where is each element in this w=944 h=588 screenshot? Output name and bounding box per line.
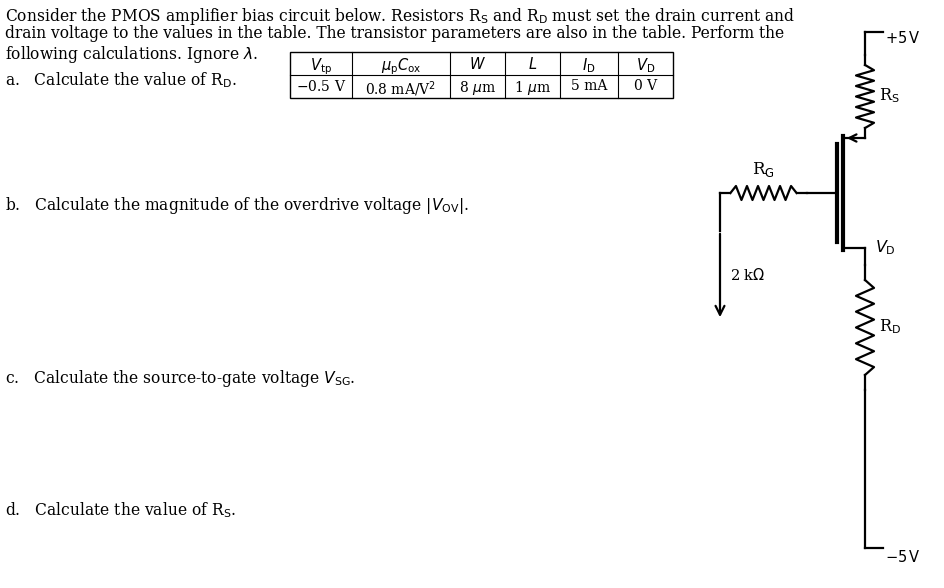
Text: 8 $\mu$m: 8 $\mu$m [459,79,496,97]
Text: $V_\mathrm{tp}$: $V_\mathrm{tp}$ [310,56,331,76]
Text: $V_\mathrm{D}$: $V_\mathrm{D}$ [874,239,895,258]
Text: $V_\mathrm{D}$: $V_\mathrm{D}$ [635,56,654,75]
Text: R$_\mathrm{S}$: R$_\mathrm{S}$ [878,86,899,105]
Text: $\mu_\mathrm{p}C_\mathrm{ox}$: $\mu_\mathrm{p}C_\mathrm{ox}$ [380,56,421,76]
Text: 0.8 mA/V$^2$: 0.8 mA/V$^2$ [365,79,436,99]
Text: $-$0.5 V: $-$0.5 V [295,79,346,94]
Text: $I_\mathrm{D}$: $I_\mathrm{D}$ [582,56,595,75]
Text: 1 $\mu$m: 1 $\mu$m [514,79,550,97]
Text: b.   Calculate the magnitude of the overdrive voltage $|V_\mathrm{OV}|$.: b. Calculate the magnitude of the overdr… [5,195,468,216]
Text: R$_\mathrm{G}$: R$_\mathrm{G}$ [751,160,774,179]
Text: 5 mA: 5 mA [570,79,607,93]
Text: $+5\,\mathrm{V}$: $+5\,\mathrm{V}$ [885,30,919,46]
Text: c.   Calculate the source-to-gate voltage $V_\mathrm{SG}$.: c. Calculate the source-to-gate voltage … [5,368,355,389]
Text: Consider the PMOS amplifier bias circuit below. Resistors R$_\mathsf{S}$ and R$_: Consider the PMOS amplifier bias circuit… [5,6,795,27]
Text: R$_\mathrm{D}$: R$_\mathrm{D}$ [878,318,901,336]
Text: d.   Calculate the value of R$_\mathsf{S}$.: d. Calculate the value of R$_\mathsf{S}$… [5,500,236,520]
Text: $L$: $L$ [528,56,536,72]
Text: $-5\,\mathrm{V}$: $-5\,\mathrm{V}$ [885,549,919,565]
Text: drain voltage to the values in the table. The transistor parameters are also in : drain voltage to the values in the table… [5,25,784,42]
Text: 2 k$\Omega$: 2 k$\Omega$ [729,267,765,283]
Text: following calculations. Ignore $\lambda$.: following calculations. Ignore $\lambda$… [5,44,258,65]
Bar [290,52,672,98]
Text: a.   Calculate the value of R$_\mathsf{D}$.: a. Calculate the value of R$_\mathsf{D}$… [5,70,236,90]
Text: 0 V: 0 V [633,79,656,93]
Text: $W$: $W$ [468,56,485,72]
